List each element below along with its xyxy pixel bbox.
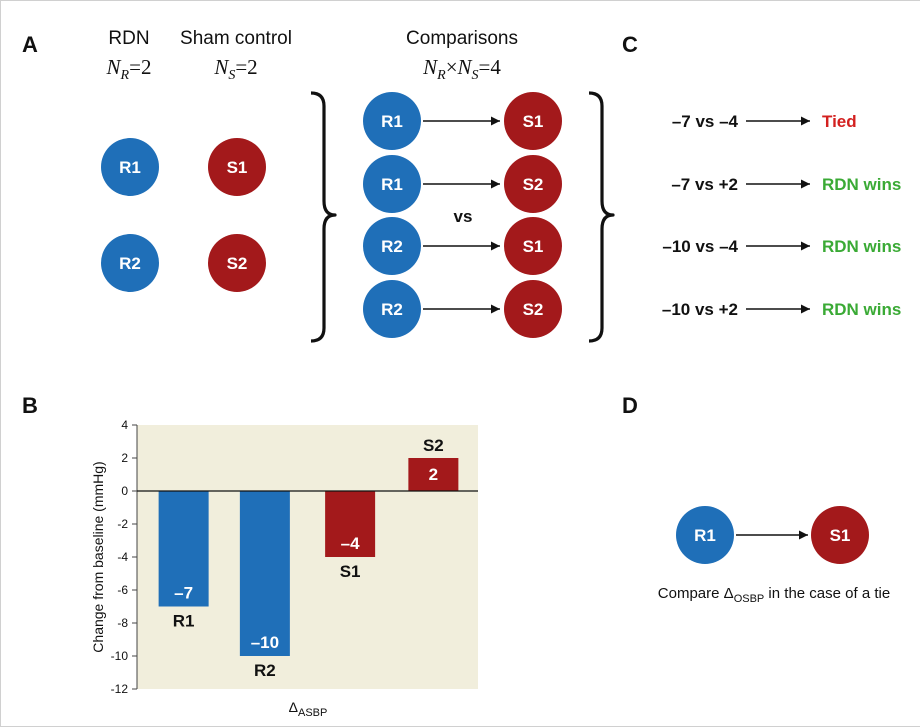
result-comparison: –7 vs +2 [671, 175, 738, 194]
y-tick-label: -2 [117, 517, 128, 531]
result-comparison: –10 vs –4 [662, 237, 738, 256]
rdn-header: RDN [108, 28, 149, 49]
panel-label-b: B [22, 393, 38, 418]
bar-category-label: R1 [173, 612, 195, 631]
rdn-patient-r2: R2 [101, 234, 159, 292]
tie-break-rdn-r1: R1 [676, 506, 734, 564]
bar-value-label: –10 [251, 633, 279, 652]
result-row: –7 vs –4 Tied [672, 112, 857, 131]
bar [408, 458, 459, 491]
svg-text:S1: S1 [523, 237, 544, 256]
bar-value-label: –7 [174, 584, 193, 603]
y-tick-label: -4 [117, 550, 128, 564]
result-outcome: RDN wins [822, 175, 901, 194]
y-tick-label: 2 [121, 451, 128, 465]
pair-sham-circle: S2 [504, 155, 562, 213]
pair-rdn-circle: R1 [363, 92, 421, 150]
vs-label: vs [454, 207, 473, 226]
rdn-count: NR=2 [106, 55, 152, 83]
y-tick-label: 0 [121, 484, 128, 498]
sham-patient-s1: S1 [208, 138, 266, 196]
panel-label-a: A [22, 32, 38, 57]
result-outcome: RDN wins [822, 300, 901, 319]
svg-text:R1: R1 [381, 175, 403, 194]
comparison-pairs: R1 S1 R1 S2 R2 S1 R2 S2 [363, 92, 562, 338]
svg-text:R1: R1 [119, 158, 141, 177]
bar [239, 491, 290, 656]
svg-text:R2: R2 [381, 237, 403, 256]
svg-text:R1: R1 [381, 112, 403, 131]
svg-text:R2: R2 [381, 300, 403, 319]
bar-value-label: 2 [429, 465, 438, 484]
tie-break-note: Compare ΔOSBP in the case of a tie [658, 585, 890, 605]
results-list: –7 vs –4 Tied –7 vs +2 RDN wins –10 vs –4 RDN… [662, 112, 901, 319]
rdn-patient-r1: R1 [101, 138, 159, 196]
comparison-pair: R2 S1 [363, 217, 562, 275]
svg-text:S1: S1 [523, 112, 544, 131]
result-outcome: Tied [822, 112, 857, 131]
panel-label-d: D [622, 393, 638, 418]
bar [158, 491, 209, 607]
svg-text:S2: S2 [523, 175, 544, 194]
comparison-pair: R1 S1 [363, 92, 562, 150]
svg-text:R1: R1 [694, 526, 716, 545]
comparison-pair: R1 S2 [363, 155, 562, 213]
result-row: –10 vs +2 RDN wins [662, 300, 901, 319]
bar-category-label: S1 [340, 562, 361, 581]
comparisons-count: NR×NS=4 [422, 55, 501, 83]
left-brace [310, 91, 337, 343]
svg-text:S2: S2 [523, 300, 544, 319]
result-row: –7 vs +2 RDN wins [671, 175, 901, 194]
svg-text:S2: S2 [227, 254, 248, 273]
pair-rdn-circle: R1 [363, 155, 421, 213]
comparison-pair: R2 S2 [363, 280, 562, 338]
result-outcome: RDN wins [822, 237, 901, 256]
sham-count: NS=2 [213, 55, 257, 83]
pair-rdn-circle: R2 [363, 217, 421, 275]
result-row: –10 vs –4 RDN wins [662, 237, 901, 256]
y-tick-label: -12 [111, 682, 129, 696]
y-tick-label: -6 [117, 583, 128, 597]
bar-chart: 4 2 0 -2 -4 -6 -8 -10 -12 –7 R1 –10 R2 –4 S1 2 S2 [111, 418, 478, 696]
x-axis-label: ΔASBP [289, 699, 328, 719]
comparisons-header: Comparisons [406, 28, 518, 49]
bar-category-label: R2 [254, 661, 276, 680]
svg-text:S1: S1 [227, 158, 248, 177]
y-tick-label: -10 [111, 649, 129, 663]
panel-label-c: C [622, 32, 638, 57]
sham-header: Sham control [180, 28, 292, 49]
result-comparison: –10 vs +2 [662, 300, 738, 319]
y-tick-label: -8 [117, 616, 128, 630]
bar-value-label: –4 [341, 534, 360, 553]
pair-sham-circle: S2 [504, 280, 562, 338]
pair-rdn-circle: R2 [363, 280, 421, 338]
pair-sham-circle: S1 [504, 217, 562, 275]
y-axis-label: Change from baseline (mmHg) [90, 461, 106, 652]
result-comparison: –7 vs –4 [672, 112, 739, 131]
bar [325, 491, 376, 557]
sham-patient-s2: S2 [208, 234, 266, 292]
svg-text:S1: S1 [830, 526, 851, 545]
tie-break-sham-s1: S1 [811, 506, 869, 564]
bar-category-label: S2 [423, 436, 444, 455]
y-tick-label: 4 [121, 418, 128, 432]
pair-sham-circle: S1 [504, 92, 562, 150]
middle-brace [588, 91, 615, 343]
svg-text:R2: R2 [119, 254, 141, 273]
